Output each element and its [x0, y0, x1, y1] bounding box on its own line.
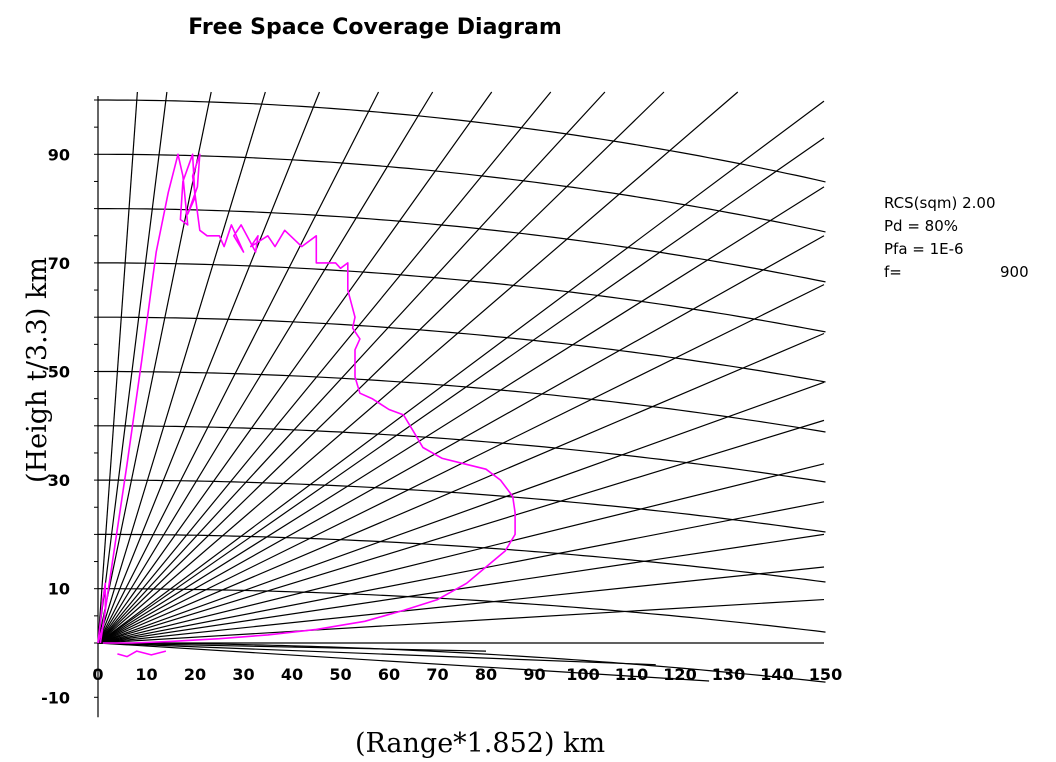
x-tick-label: 80 [475, 665, 497, 684]
x-tick-label: 50 [329, 665, 351, 684]
coverage-line [97, 153, 516, 644]
height-curve [98, 262, 826, 333]
elevation-ray [97, 91, 552, 644]
elevation-ray [97, 91, 739, 644]
x-tick-label: 150 [809, 665, 842, 684]
pfa-label: Pfa = 1E-6 [884, 240, 964, 258]
x-tick-label: 10 [135, 665, 157, 684]
y-tick-label: 70 [48, 254, 70, 273]
height-curve [98, 153, 826, 233]
elevation-ray [97, 100, 825, 644]
freq-value: 900 [1000, 263, 1029, 281]
chart-title: Free Space Coverage Diagram [188, 15, 562, 40]
elevation-ray [97, 91, 380, 644]
x-tick-label: 70 [426, 665, 448, 684]
elevation-ray [97, 598, 825, 644]
range-arcs [98, 99, 826, 683]
x-tick-label: 110 [615, 665, 648, 684]
height-curve [98, 99, 826, 183]
height-curve [98, 588, 826, 633]
coverage-line [117, 650, 167, 658]
x-tick-label: 60 [378, 665, 400, 684]
x-axis-label: (Range*1.852) km [355, 728, 605, 759]
elevation-ray [97, 566, 825, 644]
elevation-ray [97, 642, 656, 666]
elevation-ray [97, 91, 266, 644]
y-axis-label: (Heigh t/3.3) km [22, 257, 53, 483]
elevation-ray [97, 642, 487, 652]
elevation-ray [97, 91, 321, 644]
elevation-ray [97, 463, 825, 644]
freq-label: f= [884, 263, 902, 281]
height-curve [98, 642, 826, 683]
elevation-ray [97, 501, 825, 644]
x-tick-label: 130 [712, 665, 745, 684]
elevation-ray [97, 533, 825, 644]
parameter-box: RCS(sqm) 2.00 Pd = 80% Pfa = 1E-6 f= 900 [884, 194, 1029, 281]
y-tick-label: -10 [41, 688, 70, 707]
y-tick-label: 10 [48, 580, 70, 599]
x-tick-label: 100 [566, 665, 599, 684]
height-curve [98, 370, 826, 433]
x-tick-label: 90 [523, 665, 545, 684]
elevation-ray [97, 91, 606, 644]
y-ticks: 90 70 50 30 10 -10 [41, 145, 70, 707]
elevation-ray [97, 91, 493, 644]
height-curve [98, 208, 826, 283]
height-curve [98, 316, 826, 383]
x-tick-label: 20 [184, 665, 206, 684]
height-curve [98, 533, 826, 583]
elevation-ray [97, 91, 138, 644]
x-tick-label: 120 [663, 665, 696, 684]
y-tick-label: 30 [48, 471, 70, 490]
elevation-ray [97, 91, 665, 644]
height-curve [98, 425, 826, 483]
elevation-ray [97, 186, 825, 644]
elevation-ray [97, 91, 212, 644]
x-tick-label: 0 [92, 665, 103, 684]
elevation-ray [97, 332, 825, 644]
elevation-ray [97, 137, 825, 644]
coverage-curves [97, 153, 516, 658]
elevation-ray [97, 642, 710, 682]
y-tick-label: 50 [48, 363, 70, 382]
coverage-line [97, 582, 107, 644]
x-tick-label: 40 [281, 665, 303, 684]
axes [94, 96, 824, 718]
elevation-ray [97, 91, 168, 644]
elevation-ray [97, 381, 825, 644]
height-curve [98, 479, 826, 533]
elevation-rays [97, 91, 825, 682]
elevation-ray [97, 419, 825, 644]
y-tick-label: 90 [48, 145, 70, 164]
rcs-label: RCS(sqm) 2.00 [884, 194, 996, 212]
elevation-ray [97, 91, 434, 644]
x-ticks: 0 10 20 30 40 50 60 70 80 90 100 110 120 130 140 150 [92, 665, 842, 684]
x-tick-label: 30 [232, 665, 254, 684]
pd-label: Pd = 80% [884, 217, 958, 235]
x-tick-label: 140 [760, 665, 793, 684]
